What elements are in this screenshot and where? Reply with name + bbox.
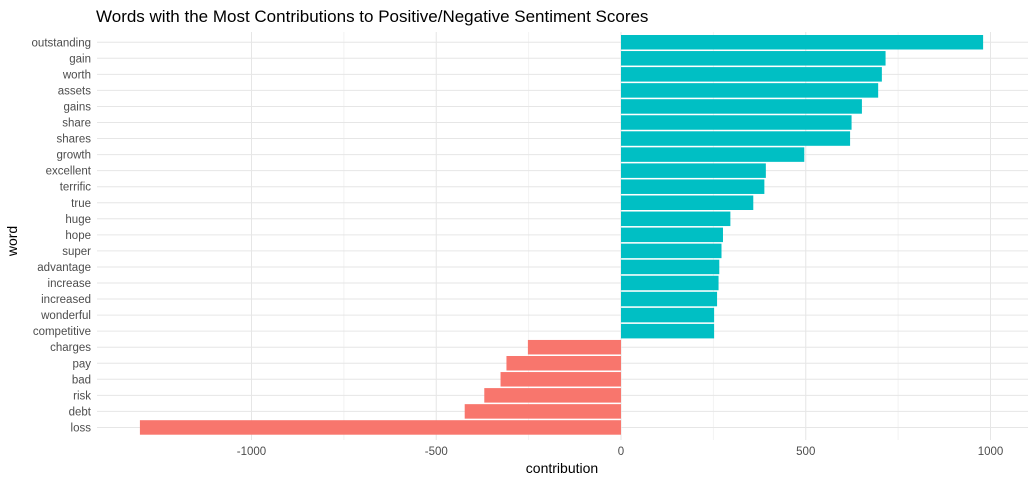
chart-title: Words with the Most Contributions to Pos… xyxy=(96,7,648,26)
bar-layer xyxy=(139,35,984,435)
category-label-super: super xyxy=(62,246,91,258)
grid-layer xyxy=(97,32,1028,440)
category-label-gains: gains xyxy=(64,101,92,113)
category-label-debt: debt xyxy=(69,406,92,418)
category-label-share: share xyxy=(62,118,91,130)
category-label-competitive: competitive xyxy=(33,326,91,338)
bar-pay xyxy=(506,356,621,371)
bar-risk xyxy=(484,388,621,403)
category-label-huge: huge xyxy=(65,214,91,226)
bar-gain xyxy=(621,51,886,66)
category-label-worth: worth xyxy=(62,69,91,81)
bar-increase xyxy=(621,275,719,291)
bar-terrific xyxy=(621,179,765,194)
bar-growth xyxy=(621,147,805,162)
bar-worth xyxy=(621,67,882,82)
bar-debt xyxy=(464,404,621,419)
bar-excellent xyxy=(621,163,766,178)
bar-loss xyxy=(139,420,621,435)
bar-shares xyxy=(621,131,851,146)
category-label-assets: assets xyxy=(58,85,91,97)
category-label-pay: pay xyxy=(72,358,91,370)
label-layer: outstanding gain worth assets gains share shar… xyxy=(32,37,1004,458)
category-label-increase: increase xyxy=(48,278,91,290)
bar-share xyxy=(621,115,852,130)
bar-hope xyxy=(621,227,723,243)
category-label-wonderful: wonderful xyxy=(40,310,91,322)
category-label-risk: risk xyxy=(73,390,91,402)
x-tick-label: -500 xyxy=(425,446,448,458)
bar-gains xyxy=(621,99,862,114)
bar-bad xyxy=(500,372,621,387)
category-label-hope: hope xyxy=(65,230,91,242)
x-tick-label: -1000 xyxy=(237,446,266,458)
bar-outstanding xyxy=(621,35,984,50)
category-label-increased: increased xyxy=(41,294,91,306)
category-label-shares: shares xyxy=(56,134,91,146)
bar-advantage xyxy=(621,259,720,275)
category-label-gain: gain xyxy=(69,53,91,65)
category-label-advantage: advantage xyxy=(37,262,91,274)
bar-charges xyxy=(527,339,621,355)
category-label-excellent: excellent xyxy=(46,166,92,178)
category-label-terrific: terrific xyxy=(60,182,92,194)
category-label-outstanding: outstanding xyxy=(32,37,91,49)
category-label-charges: charges xyxy=(50,342,91,354)
bar-assets xyxy=(621,83,879,98)
bar-super xyxy=(621,243,722,259)
y-axis-title: word xyxy=(4,226,20,257)
bar-huge xyxy=(621,211,731,227)
bar-wonderful xyxy=(621,307,715,323)
x-tick-label: 500 xyxy=(796,446,815,458)
category-label-true: true xyxy=(71,198,91,210)
x-axis-title: contribution xyxy=(526,460,598,476)
category-label-growth: growth xyxy=(56,150,91,162)
x-tick-label: 0 xyxy=(618,446,624,458)
bar-increased xyxy=(621,291,718,307)
bar-competitive xyxy=(621,323,715,339)
category-label-bad: bad xyxy=(72,374,91,386)
category-label-loss: loss xyxy=(71,422,92,434)
bar-true xyxy=(621,195,754,210)
x-tick-label: 1000 xyxy=(978,446,1004,458)
